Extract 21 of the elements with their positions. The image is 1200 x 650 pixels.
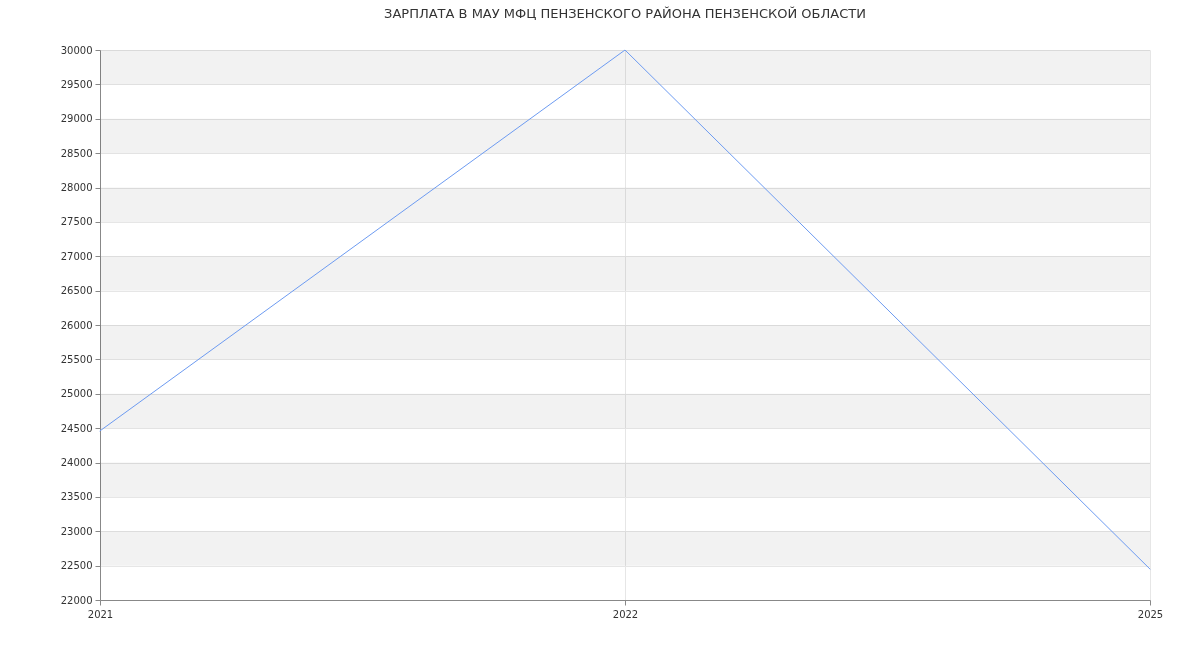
y-tick-label: 24500 xyxy=(60,422,93,434)
y-tick-label: 29500 xyxy=(60,78,93,90)
x-tick-label: 2021 xyxy=(87,608,114,620)
y-tick-label: 28000 xyxy=(60,182,93,193)
y-tick-label: 22000 xyxy=(60,594,93,606)
chart-title: ЗАРПЛАТА В МАУ МФЦ ПЕНЗЕНСКОГО РАЙОНА ПЕНЗЕНСКОЙ ОБЛАСТИ xyxy=(384,6,866,21)
x-tick-label: 2025 xyxy=(1137,608,1164,620)
y-tick-label: 25000 xyxy=(60,388,93,400)
y-tick-label: 30000 xyxy=(60,44,93,56)
y-tick-label: 26500 xyxy=(60,285,93,297)
y-tick-label: 25500 xyxy=(60,353,93,365)
x-tick-label: 2022 xyxy=(612,608,639,620)
y-tick-label: 29000 xyxy=(60,113,93,125)
y-tick-label: 27500 xyxy=(60,216,93,228)
y-tick-label: 23000 xyxy=(60,525,93,537)
y-tick-label: 26000 xyxy=(60,319,93,331)
y-tick-label: 28500 xyxy=(60,147,93,159)
y-tick-label: 23500 xyxy=(60,491,93,503)
y-tick-label: 22500 xyxy=(60,560,93,572)
y-tick-label: 24000 xyxy=(60,457,93,468)
y-tick-label: 27000 xyxy=(60,250,93,262)
